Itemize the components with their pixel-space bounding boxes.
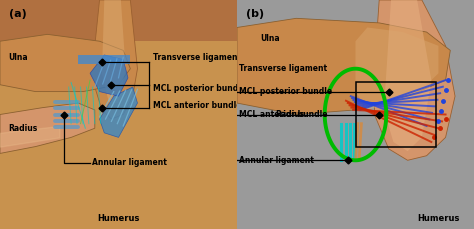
- Text: Radius: Radius: [275, 110, 304, 119]
- Polygon shape: [0, 34, 130, 92]
- Text: Humerus: Humerus: [97, 214, 140, 223]
- Polygon shape: [100, 87, 137, 137]
- Text: Ulna: Ulna: [8, 53, 28, 62]
- Text: (a): (a): [9, 9, 27, 19]
- Text: Annular ligament: Annular ligament: [239, 156, 314, 165]
- Bar: [0, 0, 237, 41]
- Text: Transverse ligament: Transverse ligament: [153, 53, 241, 62]
- Bar: [78, 55, 130, 64]
- Text: Annular ligament: Annular ligament: [92, 158, 167, 167]
- Text: MCL posterior bundle: MCL posterior bundle: [239, 87, 332, 96]
- Polygon shape: [90, 55, 128, 96]
- Polygon shape: [0, 103, 95, 153]
- Text: Ulna: Ulna: [261, 34, 280, 44]
- Text: Transverse ligament: Transverse ligament: [239, 64, 328, 73]
- Polygon shape: [102, 0, 126, 103]
- Polygon shape: [237, 18, 450, 114]
- Polygon shape: [95, 0, 137, 119]
- Text: MCL anterior bundle: MCL anterior bundle: [153, 101, 241, 110]
- Polygon shape: [374, 0, 455, 160]
- Text: MCL anterior bundle: MCL anterior bundle: [239, 110, 328, 119]
- Bar: [356, 82, 436, 147]
- Polygon shape: [356, 27, 438, 110]
- Polygon shape: [384, 0, 431, 151]
- Text: MCL posterior bundle: MCL posterior bundle: [153, 84, 246, 93]
- Text: Radius: Radius: [8, 124, 37, 133]
- Text: (b): (b): [246, 9, 264, 19]
- Text: Humerus: Humerus: [417, 214, 460, 223]
